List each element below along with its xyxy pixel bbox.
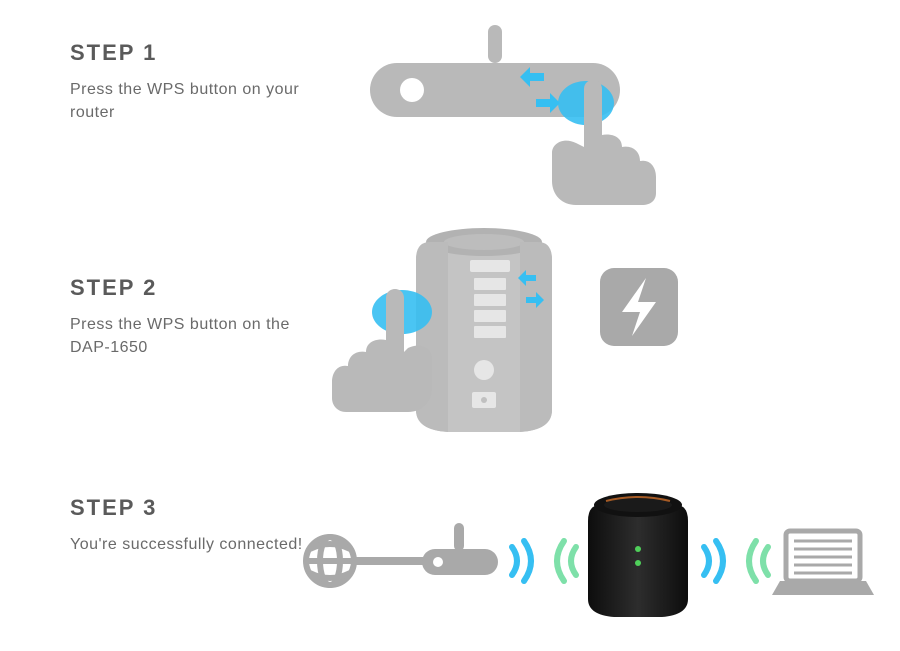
step-1-text: STEP 1 Press the WPS button on your rout… (70, 40, 310, 124)
small-router-icon (422, 523, 498, 575)
step-2-desc: Press the WPS button on the DAP-1650 (70, 313, 310, 359)
step-2-title: STEP 2 (70, 275, 310, 301)
cable-icon (354, 557, 424, 565)
step-2-illustration (320, 220, 720, 440)
bolt-tile-icon (600, 268, 678, 346)
step-3-text: STEP 3 You're successfully connected! (70, 495, 310, 556)
extender-body-icon (416, 228, 552, 432)
step-1-illustration (370, 25, 710, 205)
router-press-svg (370, 25, 710, 205)
extender-press-svg (320, 220, 720, 440)
waves-right-icon (704, 541, 768, 581)
step-1-title: STEP 1 (70, 40, 310, 66)
router-antenna-icon (488, 25, 502, 63)
step-3-title: STEP 3 (70, 495, 310, 521)
step-2-text: STEP 2 Press the WPS button on the DAP-1… (70, 275, 310, 359)
step-3-desc: You're successfully connected! (70, 533, 310, 556)
router-led-icon (400, 78, 424, 102)
step-1-desc: Press the WPS button on your router (70, 78, 310, 124)
waves-left-icon (512, 541, 576, 581)
globe-icon (306, 537, 354, 585)
step-3-illustration (300, 475, 880, 625)
dap-device-icon (588, 493, 688, 617)
laptop-icon (772, 531, 874, 595)
connected-chain-svg (300, 475, 880, 625)
